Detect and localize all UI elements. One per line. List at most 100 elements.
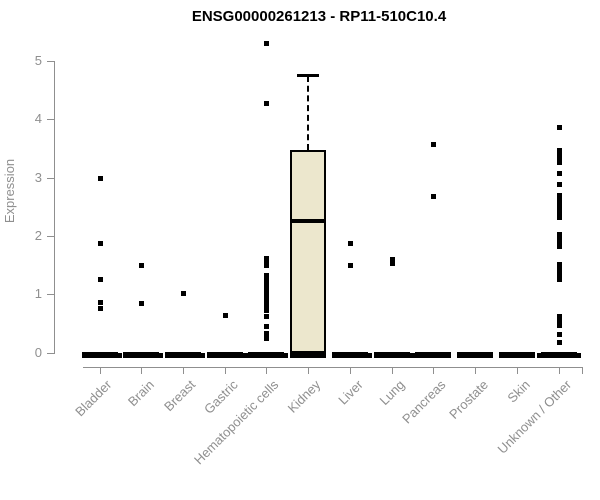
x-axis-tick-label: Bladder bbox=[72, 377, 115, 420]
outlier-point bbox=[98, 176, 103, 181]
x-axis-tick-label: Breast bbox=[161, 377, 199, 415]
whisker-line bbox=[307, 76, 309, 150]
x-axis-tick-label: Skin bbox=[504, 377, 533, 406]
y-axis-tick-label: 5 bbox=[34, 53, 42, 68]
x-axis-tick bbox=[266, 367, 267, 374]
y-axis-tick-label: 4 bbox=[34, 111, 42, 126]
zero-median-bar bbox=[499, 352, 535, 358]
outlier-point bbox=[557, 277, 562, 282]
outlier-point bbox=[557, 232, 562, 237]
outlier-point bbox=[557, 198, 562, 203]
median-line bbox=[290, 219, 326, 223]
x-axis-tick-label: Unknown / Other bbox=[495, 377, 575, 457]
outlier-point bbox=[223, 313, 228, 318]
outlier-point bbox=[390, 257, 395, 262]
zero-median-bar bbox=[541, 352, 577, 358]
y-axis-line bbox=[54, 61, 55, 354]
outlier-point bbox=[264, 336, 269, 341]
y-axis-tick bbox=[47, 178, 54, 179]
x-axis-tick-label: Pancreas bbox=[399, 377, 449, 427]
zero-median-bar bbox=[248, 352, 284, 358]
outlier-point bbox=[264, 278, 269, 283]
outlier-point bbox=[264, 331, 269, 336]
outlier-point bbox=[139, 263, 144, 268]
y-axis-tick bbox=[47, 61, 54, 62]
outlier-point bbox=[557, 193, 562, 198]
outlier-point bbox=[431, 142, 436, 147]
outlier-point bbox=[390, 261, 395, 266]
outlier-point bbox=[264, 293, 269, 298]
y-axis-tick bbox=[47, 119, 54, 120]
outlier-point bbox=[557, 203, 562, 208]
box bbox=[290, 150, 326, 353]
zero-median-bar bbox=[332, 352, 368, 358]
y-axis-tick-label: 1 bbox=[34, 286, 42, 301]
outlier-point bbox=[98, 277, 103, 282]
outlier-point bbox=[348, 263, 353, 268]
zero-median-bar bbox=[290, 352, 326, 358]
outlier-point bbox=[557, 270, 562, 275]
x-axis-end-tick bbox=[582, 367, 583, 374]
outlier-point bbox=[264, 305, 269, 310]
x-axis-tick bbox=[225, 367, 226, 374]
outlier-point bbox=[244, 353, 249, 358]
outlier-point bbox=[557, 244, 562, 249]
outlier-point bbox=[348, 241, 353, 246]
outlier-point bbox=[557, 215, 562, 220]
y-axis-tick-label: 3 bbox=[34, 170, 42, 185]
outlier-point bbox=[557, 171, 562, 176]
outlier-point bbox=[200, 353, 205, 358]
zero-median-bar bbox=[207, 352, 243, 358]
outlier-point bbox=[557, 340, 562, 345]
outlier-point bbox=[98, 300, 103, 305]
outlier-point bbox=[264, 285, 269, 290]
outlier-point bbox=[557, 148, 562, 153]
outlier-point bbox=[117, 353, 122, 358]
y-axis-tick-label: 2 bbox=[34, 228, 42, 243]
outlier-point bbox=[264, 263, 269, 268]
outlier-point bbox=[283, 353, 288, 358]
x-axis-tick bbox=[517, 367, 518, 374]
x-axis-tick bbox=[475, 367, 476, 374]
outlier-point bbox=[557, 182, 562, 187]
outlier-point bbox=[98, 306, 103, 311]
outlier-point bbox=[557, 236, 562, 241]
outlier-point bbox=[264, 299, 269, 304]
outlier-point bbox=[264, 308, 269, 313]
x-axis-tick-label: Gastric bbox=[200, 377, 241, 417]
outlier-point bbox=[557, 207, 562, 212]
y-axis-tick bbox=[47, 353, 54, 354]
outlier-point bbox=[264, 324, 269, 329]
outlier-point bbox=[367, 353, 372, 358]
x-axis-tick bbox=[100, 367, 101, 374]
outlier-point bbox=[264, 258, 269, 263]
outlier-point bbox=[264, 288, 269, 293]
outlier-point bbox=[557, 323, 562, 328]
outlier-point bbox=[557, 262, 562, 267]
x-axis-tick bbox=[433, 367, 434, 374]
outlier-point bbox=[158, 353, 163, 358]
outlier-point bbox=[139, 301, 144, 306]
x-axis-tick-label: Brain bbox=[124, 377, 157, 410]
outlier-point bbox=[557, 212, 562, 217]
x-axis-tick bbox=[350, 367, 351, 374]
whisker-cap bbox=[297, 74, 319, 77]
outlier-point bbox=[264, 314, 269, 319]
outlier-point bbox=[557, 318, 562, 323]
x-axis-tick bbox=[308, 367, 309, 374]
outlier-point bbox=[181, 291, 186, 296]
zero-median-bar bbox=[457, 352, 493, 358]
outlier-point bbox=[557, 125, 562, 130]
x-axis-tick-label: Prostate bbox=[445, 377, 491, 422]
zero-median-bar bbox=[415, 352, 451, 358]
outlier-point bbox=[98, 241, 103, 246]
zero-median-bar bbox=[82, 352, 118, 358]
x-axis-line bbox=[83, 367, 583, 368]
zero-median-bar bbox=[123, 352, 159, 358]
outlier-point bbox=[411, 353, 416, 358]
x-axis-tick bbox=[559, 367, 560, 374]
outlier-point bbox=[557, 156, 562, 161]
outlier-point bbox=[557, 266, 562, 271]
